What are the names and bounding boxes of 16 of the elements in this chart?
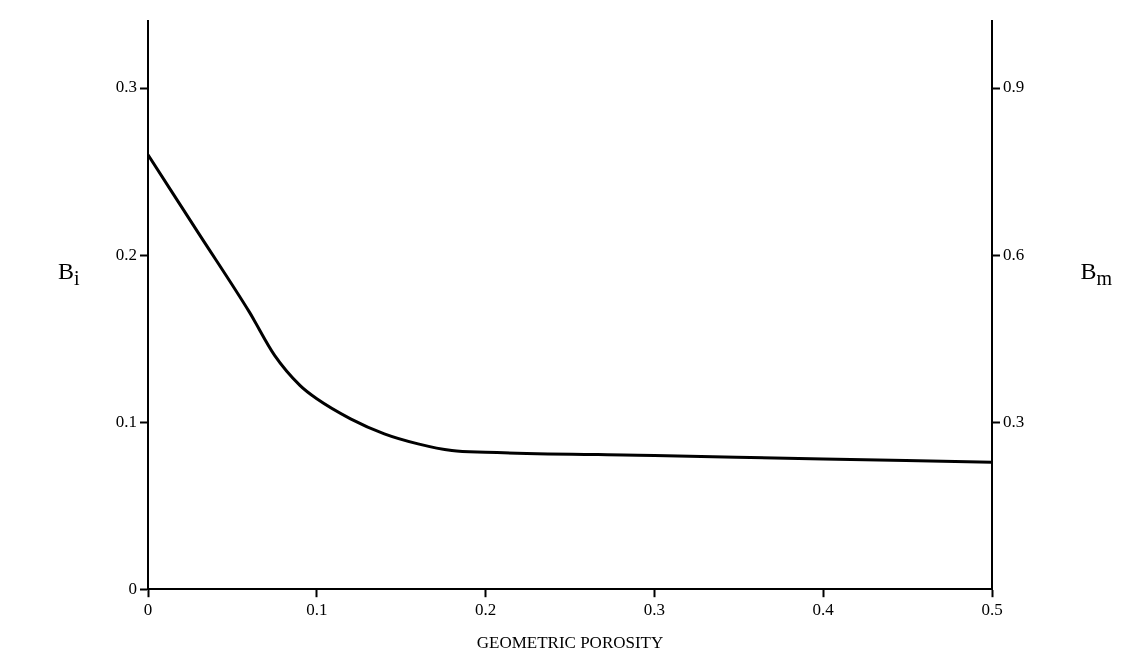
y-tick-label: 0.1 [115,411,137,431]
x-tick-label: 0.4 [812,599,835,619]
x-tick-label: 0.2 [474,599,497,619]
y-tick-label: 0.3 [115,77,137,97]
y2-tick-label: 0.3 [1003,411,1025,431]
x-tick-label: 0 [143,599,153,619]
x-tick-label: 0.3 [643,599,666,619]
y-tick-label: 0 [128,578,137,598]
y-axis-title: B$_{i}$ [58,258,80,290]
y2-tick-label: 0.9 [1003,77,1025,97]
x-tick-label: 0.1 [306,599,328,619]
y-tick-label: 0.2 [115,244,137,264]
y2-tick-label: 0.6 [1003,244,1025,264]
y2-axis-title: B$_{m}$ [1080,258,1112,290]
x-axis-title: GEOMETRIC POROSITY [476,633,664,653]
x-tick-label: 0.5 [981,599,1003,619]
